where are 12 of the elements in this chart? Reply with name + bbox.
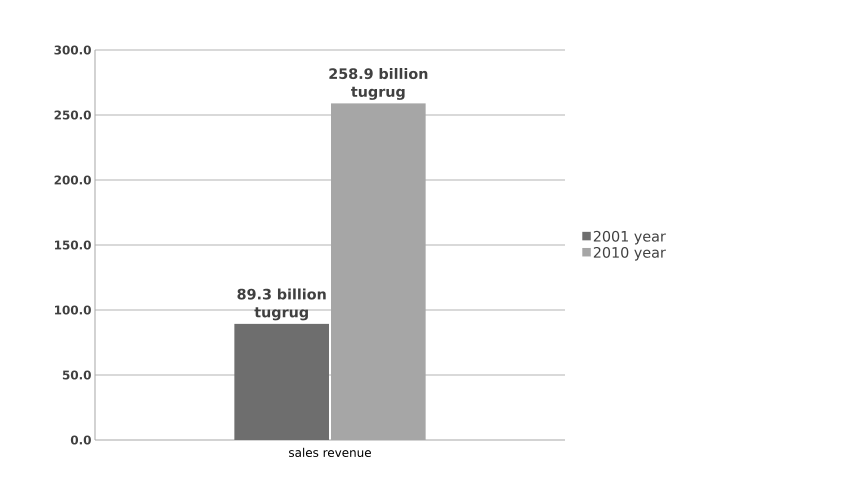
y-tick-label: 250.0 — [54, 110, 91, 120]
y-tick-label: 150.0 — [55, 240, 91, 250]
y-tick-label: 0.0 — [70, 435, 91, 445]
y-tick-label: 200.0 — [54, 175, 91, 185]
legend-label: 2001 year — [594, 230, 666, 244]
legend-label: 2010 year — [594, 247, 666, 261]
data-label: 89.3 billion tugrug — [237, 288, 326, 320]
y-tick-label: 50.0 — [62, 370, 91, 380]
y-tick-label: 100.0 — [55, 305, 91, 315]
y-tick-label: 300.0 — [54, 45, 91, 55]
data-label: 258.9 billion tugrug — [329, 68, 428, 100]
x-tick-label: sales revenue — [289, 448, 371, 458]
